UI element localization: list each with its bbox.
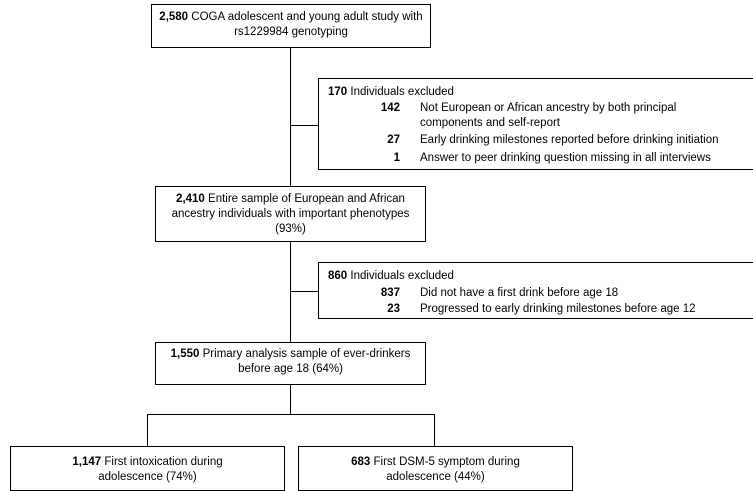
exclusion-1-item-1-text: Not European or African ancestry by both…: [420, 102, 677, 129]
connector-exclusion2: [290, 291, 318, 292]
intoxication-box: 1,147 First intoxication during adolesce…: [10, 446, 285, 491]
exclusion-1-item-1-count: 142: [380, 102, 400, 114]
exclusion-1-label: Individuals excluded: [350, 86, 454, 98]
exclusion-1-item-2-text: Early drinking milestones reported befor…: [420, 134, 719, 146]
exclusion-2-item-2-count: 23: [387, 303, 400, 315]
dsm-symptom-count: 683: [351, 456, 371, 468]
exclusion-box-1: 170 Individuals excluded 142 Not Europea…: [318, 78, 753, 170]
exclusion-2-title: 860 Individuals excluded: [328, 270, 454, 282]
exclusion-1-item-3-count: 1: [393, 152, 400, 164]
intoxication-label: First intoxication during adolescence (7…: [98, 456, 223, 483]
primary-sample-label: Primary analysis sample of ever-drinkers…: [202, 348, 411, 375]
connector-exclusion1: [290, 125, 318, 126]
connector-main-1: [290, 47, 291, 186]
connector-main-3: [290, 384, 291, 415]
exclusion-2-item-2-text: Progressed to early drinking milestones …: [420, 303, 696, 315]
primary-sample-count: 1,550: [170, 348, 200, 360]
entire-sample-count: 2,410: [176, 193, 205, 205]
exclusion-2-item-1-text: Did not have a first drink before age 18: [420, 287, 619, 299]
start-sample-count: 2,580: [159, 11, 189, 23]
exclusion-2-label: Individuals excluded: [350, 270, 454, 282]
exclusion-1-item-2-count: 27: [387, 134, 400, 146]
start-sample-box: 2,580 COGA adolescent and young adult st…: [151, 4, 431, 48]
intoxication-count: 1,147: [72, 456, 102, 468]
exclusion-1-item-3-text: Answer to peer drinking question missing…: [420, 152, 711, 164]
exclusion-box-2: 860 Individuals excluded 837 Did not hav…: [318, 262, 753, 319]
connector-split: [147, 414, 435, 415]
entire-sample-label: Entire sample of European and African an…: [171, 193, 410, 235]
exclusion-1-title: 170 Individuals excluded: [328, 86, 454, 98]
exclusion-1-count: 170: [328, 86, 348, 98]
start-sample-label: COGA adolescent and young adult study wi…: [191, 11, 423, 38]
primary-sample-box: 1,550 Primary analysis sample of ever-dr…: [155, 342, 426, 385]
exclusion-2-item-1-count: 837: [380, 287, 400, 299]
dsm-symptom-box: 683 First DSM-5 symptom during adolescen…: [298, 446, 573, 491]
entire-sample-box: 2,410 Entire sample of European and Afri…: [155, 186, 426, 242]
connector-right-branch: [434, 414, 435, 446]
dsm-symptom-label: First DSM-5 symptom during adolescence (…: [373, 456, 520, 483]
exclusion-2-count: 860: [328, 270, 348, 282]
connector-left-branch: [147, 414, 148, 446]
